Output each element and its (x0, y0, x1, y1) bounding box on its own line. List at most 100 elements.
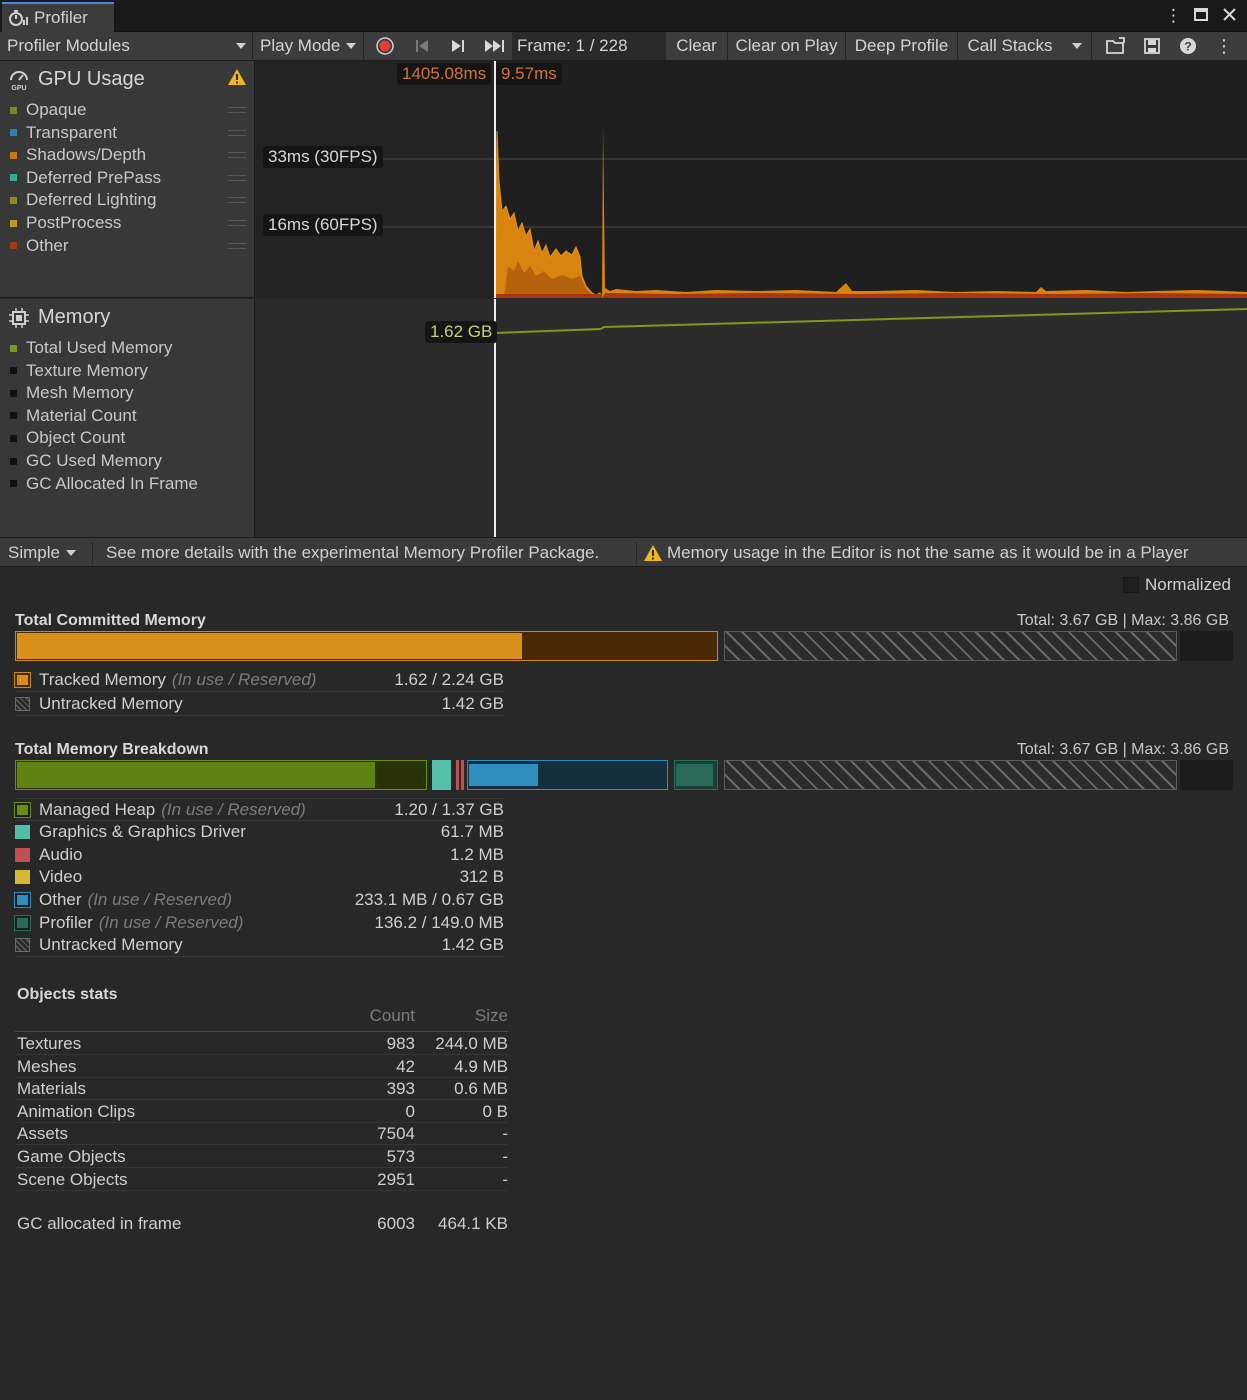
clear-on-play-button[interactable]: Clear on Play (728, 32, 846, 60)
drag-handle-icon[interactable] (228, 242, 246, 249)
row-value: 136.2 / 149.0 MB (374, 912, 504, 932)
legend-label: Shadows/Depth (26, 145, 147, 165)
audio-bar[interactable] (456, 760, 459, 790)
memory-legend-item[interactable]: Object Count (10, 427, 125, 449)
svg-text:?: ? (1184, 40, 1191, 54)
graphics-driver-bar[interactable] (432, 760, 451, 790)
row-value: 1.2 MB (450, 844, 504, 864)
memory-chart[interactable]: 1.62 GB (256, 299, 1247, 537)
memory-profiler-package-link[interactable]: See more details with the experimental M… (106, 542, 600, 562)
memory-legend-item[interactable]: Total Used Memory (10, 337, 172, 359)
object-size: - (502, 1147, 508, 1166)
folder-open-icon (1106, 37, 1125, 54)
legend-label: Mesh Memory (26, 383, 134, 403)
unused-max-bar (1180, 631, 1233, 661)
row-value: 233.1 MB / 0.67 GB (354, 889, 504, 909)
other-memory-bar[interactable] (467, 760, 668, 790)
legend-color-swatch (14, 891, 31, 908)
row-value: 61.7 MB (440, 822, 504, 842)
gpu-legend-item[interactable]: PostProcess (10, 212, 121, 234)
chevron-down-icon (65, 549, 76, 556)
object-size: - (502, 1124, 508, 1144)
object-type-label: Textures (17, 1034, 82, 1053)
total-memory-breakdown-title: Total Memory Breakdown (15, 741, 209, 758)
legend-color-swatch (10, 367, 17, 375)
row-sublabel: (In use / Reserved) (161, 799, 306, 819)
editor-memory-warning: Memory usage in the Editor is not the sa… (643, 538, 1189, 567)
memory-legend-item[interactable]: Mesh Memory (10, 382, 134, 404)
close-icon[interactable] (1221, 6, 1237, 26)
memory-legend-item[interactable]: Material Count (10, 405, 137, 427)
play-mode-dropdown[interactable]: Play Mode (254, 32, 364, 60)
legend-label: Texture Memory (26, 360, 148, 380)
tracked-memory-bar[interactable] (15, 631, 718, 661)
gpu-module-panel[interactable]: GPU GPU Usage Opaque Transparent Shadows/D… (0, 61, 255, 298)
memory-legend-item[interactable]: GC Allocated In Frame (10, 473, 198, 495)
tracked-memory-row: Tracked Memory (In use / Reserved) 1.62 / … (14, 669, 504, 692)
last-frame-button[interactable] (480, 32, 510, 60)
gpu-legend-item[interactable]: Deferred PrePass (10, 167, 161, 189)
next-frame-button[interactable] (444, 32, 472, 60)
load-button[interactable] (1100, 32, 1132, 60)
memory-legend-item[interactable]: GC Used Memory (10, 450, 162, 472)
memory-module-panel[interactable]: Memory Total Used Memory Texture Memory Me… (0, 299, 255, 537)
maximize-icon[interactable] (1193, 6, 1209, 26)
total-used-memory-line (494, 308, 1247, 334)
record-button[interactable] (370, 32, 400, 60)
normalized-checkbox[interactable] (1123, 577, 1140, 593)
drag-handle-icon[interactable] (228, 197, 246, 204)
other-in-use-fill (469, 764, 538, 786)
legend-color-swatch (10, 412, 17, 420)
gpu-legend-item[interactable]: Transparent (10, 122, 117, 144)
objects-stats-row: Materials 393 0.6 MB (15, 1078, 508, 1101)
object-type-label: Game Objects (17, 1147, 126, 1166)
drag-handle-icon[interactable] (228, 107, 246, 113)
object-count: 0 (405, 1101, 415, 1121)
gpu-legend-item[interactable]: Other (10, 235, 69, 257)
threshold-60fps-label: 16ms (60FPS) (263, 214, 383, 236)
legend-label: Total Used Memory (26, 338, 173, 357)
view-mode-dropdown[interactable]: Simple (8, 538, 76, 567)
normalized-toggle[interactable]: Normalized (1123, 575, 1231, 595)
call-stacks-button[interactable]: Call Stacks (958, 32, 1062, 60)
video-bar[interactable] (461, 760, 464, 790)
legend-label: Other (26, 235, 69, 255)
gc-allocated-size: 464.1 KB (438, 1214, 508, 1233)
legend-label: Opaque (26, 100, 87, 119)
legend-color-swatch (10, 457, 17, 465)
more-options-button[interactable]: ⋮ (1210, 32, 1238, 60)
selected-frame-value-right: 9.57ms (496, 63, 562, 85)
legend-color-swatch (10, 196, 17, 204)
step-back-icon (416, 40, 428, 52)
memory-legend-item[interactable]: Texture Memory (10, 360, 148, 382)
profiler-memory-row: Profiler (In use / Reserved) 136.2 / 149.0… (14, 911, 504, 934)
clear-button[interactable]: Clear (666, 32, 728, 60)
audio-row: Audio 1.2 MB (15, 843, 504, 866)
save-button[interactable] (1136, 32, 1168, 60)
total-committed-memory-title: Total Committed Memory (15, 612, 206, 629)
profiler-modules-dropdown[interactable]: Profiler Modules (0, 32, 253, 60)
profiler-memory-bar[interactable] (674, 760, 718, 790)
deep-profile-button[interactable]: Deep Profile (846, 32, 958, 60)
memory-chart-graph (494, 299, 1247, 537)
untracked-memory-bar[interactable] (724, 760, 1177, 790)
drag-handle-icon[interactable] (228, 174, 246, 181)
previous-frame-button[interactable] (408, 32, 436, 60)
gpu-legend-item[interactable]: Opaque (10, 99, 87, 121)
drag-handle-icon[interactable] (228, 129, 246, 136)
more-options-icon[interactable]: ⋮ (1165, 6, 1182, 25)
record-icon (376, 37, 394, 55)
managed-heap-bar[interactable] (15, 760, 427, 790)
untracked-memory-bar[interactable] (724, 631, 1177, 661)
breakdown-totals: Total: 3.67 GB | Max: 3.86 GB (1016, 741, 1229, 758)
gpu-usage-chart[interactable]: 1405.08ms 9.57ms 33ms (30FPS) 16ms (60FP… (256, 61, 1247, 298)
gpu-legend-item[interactable]: Deferred Lighting (10, 189, 156, 211)
drag-handle-icon[interactable] (228, 220, 246, 226)
object-count: 42 (396, 1056, 415, 1076)
gpu-legend-item[interactable]: Shadows/Depth (10, 144, 146, 166)
help-button[interactable]: ? (1174, 32, 1202, 60)
gc-allocated-count: 6003 (377, 1214, 415, 1233)
drag-handle-icon[interactable] (228, 152, 246, 159)
tab-profiler[interactable]: Profiler (2, 2, 114, 32)
call-stacks-dropdown[interactable] (1062, 32, 1092, 60)
